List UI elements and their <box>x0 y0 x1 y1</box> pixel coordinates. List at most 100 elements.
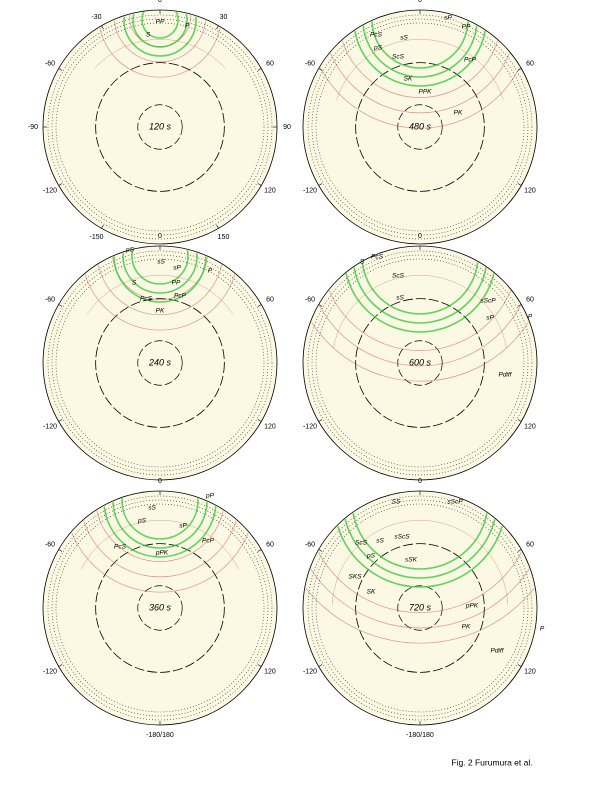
angle-tick <box>58 304 63 307</box>
angle-label: -30 <box>91 14 101 21</box>
wavefront-s <box>141 11 179 39</box>
phase-label: Pdiff <box>490 648 504 655</box>
phase-label: PcP <box>174 293 187 300</box>
dotted-ring <box>47 14 273 240</box>
dotted-ring <box>51 254 269 472</box>
angle-label: 120 <box>524 187 536 194</box>
outer-core <box>355 62 485 192</box>
angle-tick <box>318 664 323 667</box>
angle-tick <box>216 224 219 229</box>
phase-label: pS <box>137 518 147 525</box>
angle-label: 60 <box>526 296 534 303</box>
inner-core <box>397 104 443 150</box>
outer-core <box>95 298 225 428</box>
phase-label: PP <box>462 24 471 31</box>
angle-label: -120 <box>43 668 57 675</box>
outer-core <box>95 62 225 192</box>
angle-tick <box>318 419 323 422</box>
phase-label: PcS <box>140 296 153 303</box>
phase-label: pS <box>125 247 135 254</box>
wavefront-s <box>132 11 188 48</box>
phase-label: PP <box>156 19 165 26</box>
inner-core <box>137 340 183 386</box>
time-label: 360 s <box>149 602 172 612</box>
dotted-ring <box>47 250 273 476</box>
ray-red <box>332 520 508 605</box>
phase-label: P <box>185 23 190 30</box>
time-label: 120 s <box>149 121 172 131</box>
angle-label: -60 <box>45 296 55 303</box>
angle-tick <box>517 664 522 667</box>
angle-tick <box>517 419 522 422</box>
phase-label: PK <box>462 624 471 631</box>
phase-label: P <box>528 314 533 321</box>
angle-label: 60 <box>526 541 534 548</box>
dotted-ring <box>47 495 273 721</box>
wavefront-p <box>304 492 536 644</box>
wavefront-s <box>131 247 189 285</box>
inner-core <box>397 585 443 631</box>
angle-tick <box>257 183 262 186</box>
angle-tick <box>517 304 522 307</box>
phase-label: sP <box>173 265 181 272</box>
angle-label: -60 <box>45 60 55 67</box>
phase-label: PP <box>172 280 181 287</box>
panel: 0 -60 60 -120 120 -180/180 720 s SS sScP ScS sS sSc… <box>302 478 545 739</box>
phase-label: S <box>146 32 151 39</box>
angle-label: -150 <box>89 234 103 241</box>
angle-tick <box>257 664 262 667</box>
outer-core <box>95 543 225 673</box>
phase-label: S <box>132 280 137 287</box>
time-label: 720 s <box>409 602 432 612</box>
angle-label: -60 <box>305 296 315 303</box>
angle-tick <box>58 549 63 552</box>
outer-core <box>355 298 485 428</box>
angle-label: -60 <box>305 541 315 548</box>
angle-label: 60 <box>266 541 274 548</box>
phase-label: PcS <box>371 254 384 261</box>
angle-label: 0 <box>418 478 422 485</box>
angle-label: -90 <box>28 124 38 131</box>
phase-label: ScS <box>355 540 368 547</box>
angle-tick <box>257 549 262 552</box>
time-label: 480 s <box>409 121 432 131</box>
dotted-ring <box>315 22 525 232</box>
phase-label: PPK <box>418 89 432 96</box>
angle-tick <box>517 549 522 552</box>
angle-label: 150 <box>218 234 230 241</box>
time-label: 240 s <box>148 357 172 367</box>
phase-label: SK <box>367 589 376 596</box>
dotted-ring <box>307 250 533 476</box>
angle-label: 120 <box>264 668 276 675</box>
phase-label: sS <box>157 259 165 266</box>
caption: Fig. 2 Furumura et al. <box>451 757 532 767</box>
angle-label: -180/180 <box>406 732 434 739</box>
phase-label: sP <box>444 15 452 22</box>
angle-tick <box>58 419 63 422</box>
angle-tick <box>318 304 323 307</box>
phase-label: PcP <box>202 538 215 545</box>
angle-tick <box>101 25 104 30</box>
ray-red <box>80 520 240 570</box>
dotted-ring <box>51 499 269 717</box>
panel: 0 -60 60 -120 120 480 s sP PP PcS sS pS ScS PcP SK PPK… <box>302 0 538 245</box>
angle-label: 60 <box>266 60 274 67</box>
angle-tick <box>58 68 63 71</box>
angle-label: 0 <box>158 233 162 240</box>
angle-label: 60 <box>266 296 274 303</box>
phase-label: PcS <box>370 32 383 39</box>
angle-tick <box>101 224 104 229</box>
angle-label: -120 <box>43 187 57 194</box>
angle-tick <box>318 549 323 552</box>
inner-core <box>137 104 183 150</box>
angle-label: 0 <box>158 0 162 4</box>
angle-tick <box>517 68 522 71</box>
phase-label: SKS <box>348 574 362 581</box>
phase-label: sSK <box>405 557 418 564</box>
dotted-ring <box>307 495 533 721</box>
phase-label: SK <box>404 76 413 83</box>
time-label: 600 s <box>409 357 432 367</box>
phase-label: pPK <box>465 603 479 610</box>
angle-tick <box>257 304 262 307</box>
